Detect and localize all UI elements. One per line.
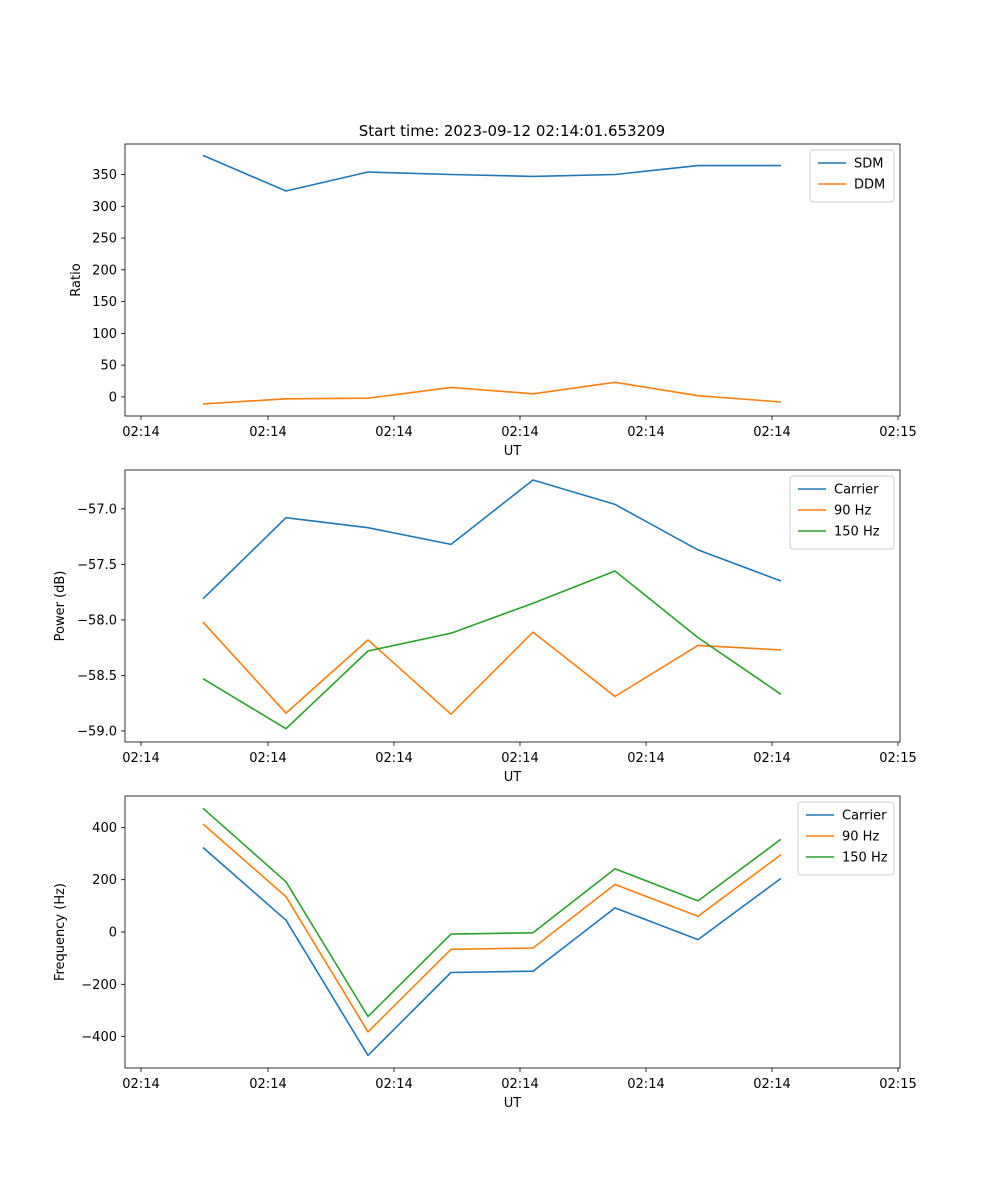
axes-frame [124, 143, 901, 417]
y-axis-label: Ratio [69, 263, 84, 296]
axes-frame [124, 795, 901, 1069]
x-tick-label: 02:14 [753, 425, 790, 440]
x-tick-label: 02:14 [249, 751, 286, 766]
x-tick-label: 02:14 [501, 751, 538, 766]
y-tick-label: −58.0 [77, 613, 117, 628]
subplot-1: 02:14 02:14 02:14 02:14 02:14 02:14 02:15 0 50 10… [69, 143, 917, 459]
x-axis-label: UT [504, 770, 522, 785]
legend: SDM DDM [809, 149, 895, 203]
x-tick-label: 02:14 [375, 425, 412, 440]
series-line-90-hz [202, 621, 782, 716]
x-axis-label: UT [504, 444, 522, 459]
x-tick-label: 02:14 [375, 1077, 412, 1092]
x-tick-label: 02:14 [627, 751, 664, 766]
x-tick-label: 02:15 [879, 1077, 916, 1092]
series-line-carrier [202, 479, 782, 600]
legend-label: 90 Hz [834, 504, 871, 519]
legend-label: 90 Hz [842, 830, 879, 845]
legend-label: 150 Hz [842, 851, 888, 866]
axes-frame [124, 469, 901, 743]
y-tick-label: 200 [92, 263, 117, 278]
y-tick-label: −57.0 [77, 502, 117, 517]
x-tick-label: 02:14 [122, 1077, 159, 1092]
subplot-2: 02:14 02:14 02:14 02:14 02:14 02:14 02:15 −59.0… [53, 469, 917, 785]
legend-label: 150 Hz [834, 525, 880, 540]
subplot-3: 02:14 02:14 02:14 02:14 02:14 02:14 02:15 −400 −… [53, 795, 917, 1111]
x-tick-label: 02:15 [879, 751, 916, 766]
y-tick-label: −400 [81, 1030, 117, 1045]
legend: Carrier 90 Hz 150 Hz [797, 801, 895, 876]
x-tick-label: 02:14 [753, 751, 790, 766]
y-tick-label: 100 [92, 327, 117, 342]
y-tick-label: 0 [109, 926, 117, 941]
x-tick-label: 02:14 [375, 751, 412, 766]
y-tick-label: 50 [100, 359, 117, 374]
series-line-sdm [202, 154, 781, 192]
series-line-90-hz [202, 823, 782, 1033]
legend-label: Carrier [834, 483, 879, 498]
x-tick-label: 02:14 [501, 1077, 538, 1092]
x-tick-label: 02:14 [627, 1077, 664, 1092]
y-tick-label: −200 [81, 978, 117, 993]
y-tick-label: 400 [92, 821, 117, 836]
series-line-150-hz [202, 807, 782, 1018]
x-tick-label: 02:14 [249, 1077, 286, 1092]
x-tick-label: 02:14 [753, 1077, 790, 1092]
y-tick-label: −57.5 [77, 558, 117, 573]
y-tick-label: 300 [92, 200, 117, 215]
x-tick-label: 02:14 [627, 425, 664, 440]
series-line-150-hz [202, 570, 782, 730]
legend-label: SDM [854, 157, 883, 172]
legend-label: Carrier [842, 809, 887, 824]
y-axis-label: Frequency (Hz) [53, 883, 68, 981]
x-tick-label: 02:14 [249, 425, 286, 440]
y-axis-label: Power (dB) [53, 571, 68, 642]
x-tick-label: 02:15 [879, 425, 916, 440]
y-tick-label: 150 [92, 295, 117, 310]
series-line-ddm [202, 381, 782, 405]
legend-label: DDM [854, 178, 885, 193]
y-tick-label: −58.5 [77, 669, 117, 684]
legend: Carrier 90 Hz 150 Hz [789, 475, 895, 550]
y-tick-label: −59.0 [77, 724, 117, 739]
y-tick-label: 200 [92, 873, 117, 888]
y-tick-label: 0 [109, 390, 117, 405]
figure-title: Start time: 2023-09-12 02:14:01.653209 [359, 122, 665, 140]
x-tick-label: 02:14 [122, 425, 159, 440]
series-line-carrier [202, 846, 782, 1057]
x-tick-label: 02:14 [501, 425, 538, 440]
x-axis-label: UT [504, 1096, 522, 1111]
y-tick-label: 350 [92, 168, 117, 183]
y-tick-label: 250 [92, 232, 117, 247]
x-tick-label: 02:14 [122, 751, 159, 766]
